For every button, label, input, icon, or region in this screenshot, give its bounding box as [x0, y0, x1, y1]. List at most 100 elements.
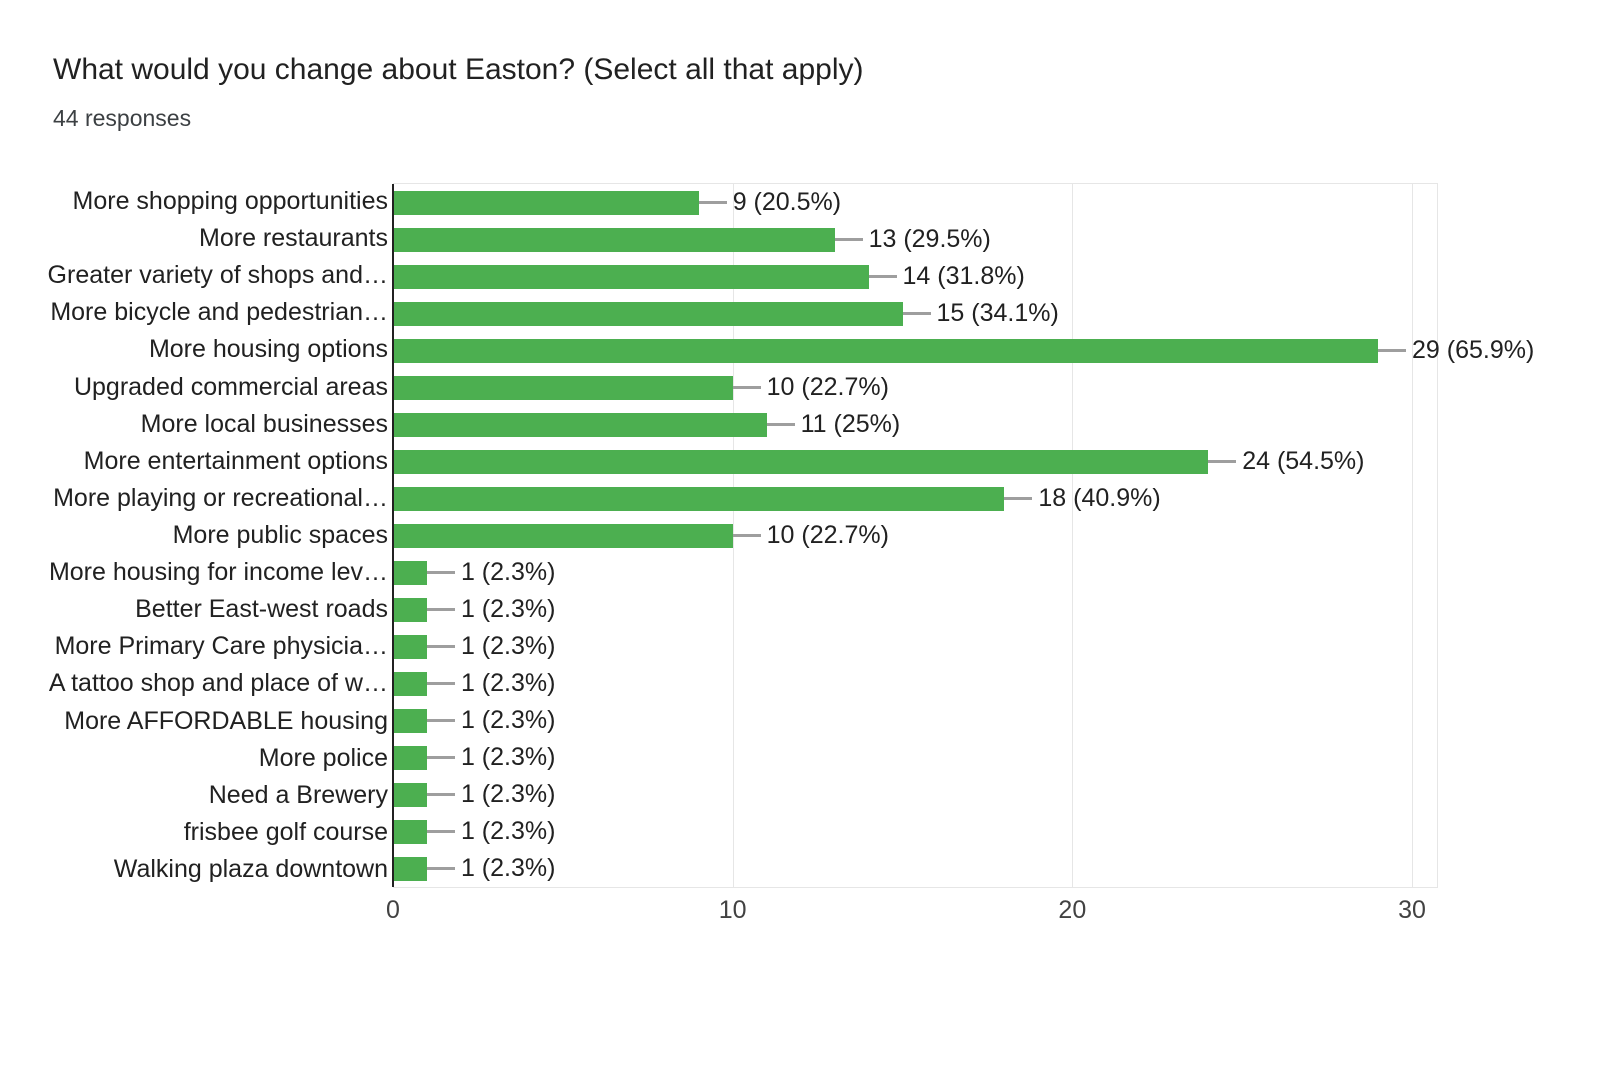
bar-row: 1 (2.3%): [393, 776, 1437, 813]
category-labels-column: More shopping opportunities More restaura…: [0, 183, 388, 888]
bar-row: 1 (2.3%): [393, 591, 1437, 628]
x-tick-label: 20: [1058, 896, 1087, 924]
category-label: Walking plaza downtown: [113, 855, 388, 884]
bar: [393, 375, 733, 400]
bar-row: 29 (65.9%): [393, 332, 1534, 369]
bar: [393, 412, 767, 437]
bar: [393, 782, 427, 807]
bar-rows-container: 9 (20.5%) 13 (29.5%) 14 (31.8%) 15 (34.1%) 2…: [393, 184, 1534, 887]
bar-row: 13 (29.5%): [393, 221, 1437, 258]
x-tick-label: 30: [1398, 896, 1426, 924]
bar: [393, 634, 427, 659]
category-label: More shopping opportunities: [72, 187, 388, 216]
bar-connector: [732, 534, 761, 537]
gridline: [1412, 184, 1413, 887]
bar: [393, 264, 869, 289]
category-label: More bicycle and pedestrian…: [50, 298, 388, 327]
bar-connector: [902, 312, 931, 315]
bar-connector: [868, 275, 897, 278]
bar-row: 1 (2.3%): [393, 628, 1437, 665]
category-label: Better East-west roads: [135, 595, 388, 624]
bar: [393, 671, 427, 696]
category-label: A tattoo shop and place of w…: [48, 669, 388, 698]
value-label: 1 (2.3%): [460, 817, 556, 845]
category-label: frisbee golf course: [183, 817, 388, 846]
category-label: More entertainment options: [83, 446, 388, 475]
bar-row: 1 (2.3%): [393, 739, 1437, 776]
bar-row: 1 (2.3%): [393, 813, 1437, 850]
category-label: Upgraded commercial areas: [73, 372, 388, 401]
category-label: More Primary Care physicia…: [54, 632, 388, 661]
category-label: More playing or recreational…: [53, 483, 388, 512]
bar: [393, 486, 1005, 511]
bar-row: 9 (20.5%): [393, 184, 1437, 221]
bar: [393, 560, 427, 585]
value-label: 1 (2.3%): [460, 854, 556, 882]
value-label: 24 (54.5%): [1242, 447, 1365, 475]
category-label: More public spaces: [172, 521, 388, 550]
value-label: 1 (2.3%): [460, 669, 556, 697]
value-label: 1 (2.3%): [460, 780, 556, 808]
value-label: 10 (22.7%): [766, 521, 889, 549]
bar-connector: [426, 608, 455, 611]
bar-row: 11 (25%): [393, 406, 1437, 443]
bar: [393, 227, 835, 252]
value-label: 18 (40.9%): [1038, 484, 1161, 512]
value-label: 1 (2.3%): [460, 706, 556, 734]
value-label: 15 (34.1%): [936, 299, 1059, 327]
x-tick-label: 0: [386, 896, 400, 924]
value-label: 1 (2.3%): [460, 558, 556, 586]
value-label: 11 (25%): [800, 410, 901, 438]
bar: [393, 745, 427, 770]
category-label: More housing for income lev…: [48, 558, 388, 587]
category-label: More local businesses: [140, 409, 388, 438]
bar: [393, 338, 1379, 363]
y-axis-line: [392, 184, 394, 887]
bar-row: 18 (40.9%): [393, 480, 1437, 517]
bar-row: 24 (54.5%): [393, 443, 1437, 480]
bar-connector: [426, 867, 455, 870]
category-label: More AFFORDABLE housing: [64, 706, 388, 735]
value-label: 13 (29.5%): [868, 225, 991, 253]
bar-connector: [426, 682, 455, 685]
bar-connector: [426, 645, 455, 648]
bar: [393, 597, 427, 622]
category-label: Greater variety of shops and…: [47, 261, 388, 290]
category-label: More housing options: [148, 335, 388, 364]
bar-connector: [426, 830, 455, 833]
value-label: 14 (31.8%): [902, 262, 1025, 290]
bar-connector: [698, 201, 727, 204]
bar: [393, 523, 733, 548]
bar-connector: [732, 386, 761, 389]
bar-connector: [834, 238, 863, 241]
value-label: 1 (2.3%): [460, 595, 556, 623]
bar-connector: [766, 423, 795, 426]
category-label: More police: [258, 743, 388, 772]
bar-connector: [426, 793, 455, 796]
value-label: 9 (20.5%): [732, 188, 842, 216]
value-label: 1 (2.3%): [460, 632, 556, 660]
value-label: 29 (65.9%): [1412, 336, 1535, 364]
bar: [393, 708, 427, 733]
category-label: More restaurants: [199, 224, 388, 253]
gridline: [1072, 184, 1074, 887]
bar-connector: [426, 756, 455, 759]
bar-connector: [426, 571, 455, 574]
value-label: 10 (22.7%): [766, 373, 889, 401]
bar-connector: [426, 719, 455, 722]
category-label: Need a Brewery: [208, 780, 388, 809]
bar-row: 10 (22.7%): [393, 369, 1437, 406]
bar: [393, 819, 427, 844]
bar-connector: [1004, 497, 1033, 500]
bar-row: 15 (34.1%): [393, 295, 1437, 332]
bar-row: 1 (2.3%): [393, 850, 1437, 887]
plot-area: 9 (20.5%) 13 (29.5%) 14 (31.8%) 15 (34.1%) 2…: [392, 183, 1534, 888]
bar-connector: [1208, 460, 1237, 463]
bar-connector: [1378, 349, 1407, 352]
bar-row: 1 (2.3%): [393, 665, 1437, 702]
x-axis: 0 10 20 30: [0, 896, 1600, 930]
response-count: 44 responses: [53, 105, 192, 131]
bar: [393, 301, 903, 326]
bar: [393, 190, 699, 215]
bar-row: 14 (31.8%): [393, 258, 1437, 295]
